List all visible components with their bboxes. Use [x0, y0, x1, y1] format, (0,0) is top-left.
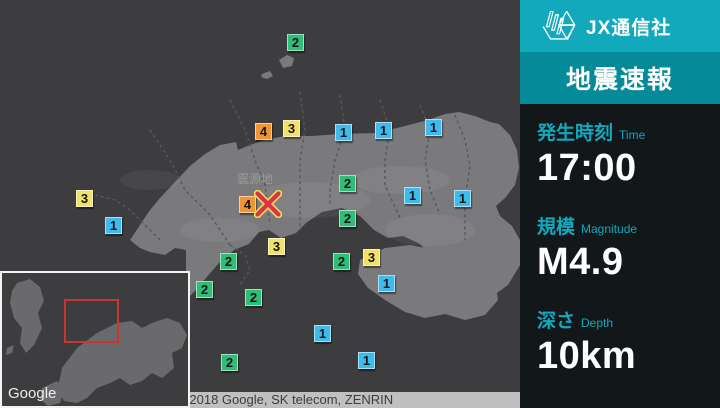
svg-text:震源地: 震源地	[237, 172, 273, 186]
